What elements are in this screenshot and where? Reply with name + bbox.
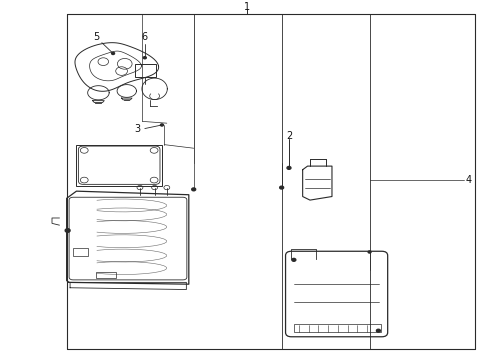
- Text: 4: 4: [466, 175, 472, 185]
- Circle shape: [192, 188, 196, 191]
- Text: 2: 2: [286, 131, 292, 141]
- Bar: [76, 145, 162, 186]
- Circle shape: [280, 186, 284, 189]
- Bar: [135, 64, 156, 77]
- Text: 3: 3: [134, 123, 141, 134]
- Circle shape: [65, 229, 70, 232]
- Circle shape: [112, 52, 115, 54]
- Circle shape: [144, 57, 147, 59]
- Bar: [294, 324, 381, 333]
- Text: 6: 6: [142, 32, 148, 42]
- Circle shape: [376, 329, 380, 332]
- Circle shape: [287, 166, 291, 169]
- Circle shape: [292, 258, 296, 261]
- Circle shape: [160, 124, 163, 126]
- Text: 5: 5: [93, 32, 99, 42]
- Bar: [96, 273, 116, 278]
- Circle shape: [368, 251, 371, 253]
- Bar: [73, 248, 88, 256]
- Text: 1: 1: [245, 2, 250, 12]
